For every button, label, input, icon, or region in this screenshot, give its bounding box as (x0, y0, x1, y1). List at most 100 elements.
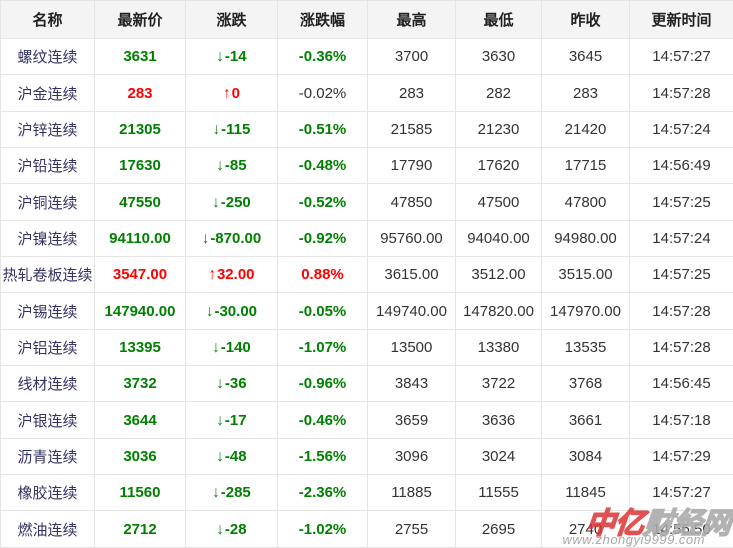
cell-low: 11555 (455, 474, 542, 512)
contract-name-link[interactable]: 线材连续 (17, 376, 78, 394)
table-row: 线材连续 3732 ↓-36 -0.96% 3843 3722 3768 14:56:45 (0, 365, 733, 403)
cell-last-price: 3631 (94, 37, 186, 76)
cell-change-percent: -1.02% (277, 510, 368, 548)
down-arrow-icon: ↓ (201, 229, 210, 248)
cell-update-time: 14:57:25 (629, 256, 733, 294)
cell-high: 95760.00 (367, 219, 456, 258)
contract-name-link[interactable]: 燃油连续 (17, 521, 78, 539)
cell-high: 283 (367, 74, 456, 112)
cell-update-time: 14:57:24 (629, 219, 733, 258)
cell-last-price: 3732 (94, 365, 186, 403)
contract-name-link[interactable]: 沪锡连续 (17, 303, 78, 321)
column-header-last: 最新价 (94, 0, 186, 39)
cell-update-time: 14:57:18 (629, 401, 733, 439)
cell-change-percent: -0.92% (277, 219, 368, 258)
column-header-high: 最高 (367, 0, 456, 39)
cell-change: ↓-870.00 (185, 219, 278, 258)
contract-name-link[interactable]: 沪金连续 (17, 85, 78, 103)
cell-change-percent: 0.88% (277, 256, 368, 294)
contract-name-link[interactable]: 沪铅连续 (17, 158, 78, 176)
cell-update-time: 14:57:28 (629, 328, 733, 367)
cell-low: 3636 (455, 401, 542, 439)
cell-change: ↓-28 (185, 510, 278, 548)
down-arrow-icon: ↓ (216, 47, 224, 66)
contract-name-link[interactable]: 沪铝连续 (17, 339, 78, 357)
down-arrow-icon: ↓ (212, 483, 220, 502)
cell-low: 3722 (455, 365, 542, 403)
cell-prev-close: 3084 (541, 437, 630, 476)
cell-high: 3659 (367, 401, 456, 439)
contract-name-link[interactable]: 沥青连续 (17, 448, 78, 466)
down-arrow-icon: ↓ (212, 338, 220, 357)
cell-prev-close: 21420 (541, 110, 630, 149)
cell-low: 3024 (455, 437, 542, 476)
table-row: 沪铜连续 47550 ↓-250 -0.52% 47850 47500 47800 14:57… (0, 183, 733, 221)
table-row: 燃油连续 2712 ↓-28 -1.02% 2755 2695 2740 14:56:50 (0, 510, 733, 548)
cell-contract-name: 线材连续 (0, 365, 95, 403)
cell-contract-name: 沪金连续 (0, 74, 95, 112)
cell-contract-name: 沥青连续 (0, 437, 95, 476)
table-row: 沪银连续 3644 ↓-17 -0.46% 3659 3636 3661 14:57:18 (0, 401, 733, 439)
cell-prev-close: 3645 (541, 37, 630, 76)
cell-high: 3615.00 (367, 256, 456, 294)
down-arrow-icon: ↓ (216, 411, 224, 430)
change-value: -48 (224, 447, 247, 465)
cell-last-price: 3644 (94, 401, 186, 439)
cell-low: 94040.00 (455, 219, 542, 258)
cell-high: 3700 (367, 37, 456, 76)
cell-contract-name: 沪锌连续 (0, 110, 95, 149)
cell-high: 3096 (367, 437, 456, 476)
cell-prev-close: 3768 (541, 365, 630, 403)
contract-name-link[interactable]: 螺纹连续 (17, 49, 78, 67)
cell-change-percent: -0.46% (277, 401, 368, 439)
table-row: 沪金连续 283 ↑0 -0.02% 283 282 283 14:57:28 (0, 74, 733, 112)
cell-last-price: 13395 (94, 328, 186, 367)
cell-last-price: 21305 (94, 110, 186, 149)
cell-change-percent: -1.07% (277, 328, 368, 367)
cell-low: 3512.00 (455, 256, 542, 294)
contract-name-link[interactable]: 沪镍连续 (17, 230, 78, 248)
cell-high: 2755 (367, 510, 456, 548)
cell-contract-name: 沪铜连续 (0, 183, 95, 221)
cell-change: ↓-115 (185, 110, 278, 149)
cell-change: ↓-30.00 (185, 292, 278, 330)
table-row: 沪锌连续 21305 ↓-115 -0.51% 21585 21230 21420 14:57… (0, 110, 733, 149)
cell-last-price: 147940.00 (94, 292, 186, 330)
cell-last-price: 17630 (94, 147, 186, 185)
contract-name-link[interactable]: 热轧卷板连续 (2, 267, 93, 285)
cell-change: ↓-14 (185, 37, 278, 76)
cell-change-percent: -0.52% (277, 183, 368, 221)
cell-contract-name: 燃油连续 (0, 510, 95, 548)
table-row: 沪铅连续 17630 ↓-85 -0.48% 17790 17620 17715 14:56:… (0, 147, 733, 185)
cell-last-price: 11560 (94, 474, 186, 512)
cell-prev-close: 17715 (541, 147, 630, 185)
cell-change: ↓-140 (185, 328, 278, 367)
cell-low: 13380 (455, 328, 542, 367)
cell-change-percent: -0.96% (277, 365, 368, 403)
cell-update-time: 14:56:45 (629, 365, 733, 403)
cell-update-time: 14:57:28 (629, 292, 733, 330)
down-arrow-icon: ↓ (216, 447, 224, 466)
cell-prev-close: 3661 (541, 401, 630, 439)
up-arrow-icon: ↑ (208, 265, 216, 284)
cell-change-percent: -0.51% (277, 110, 368, 149)
contract-name-link[interactable]: 沪锌连续 (17, 121, 78, 139)
contract-name-link[interactable]: 沪铜连续 (17, 194, 78, 212)
cell-change: ↑0 (185, 74, 278, 112)
cell-low: 21230 (455, 110, 542, 149)
table-row: 热轧卷板连续 3547.00 ↑32.00 0.88% 3615.00 3512.00 35… (0, 256, 733, 294)
cell-change: ↓-48 (185, 437, 278, 476)
contract-name-link[interactable]: 沪银连续 (17, 412, 78, 430)
cell-prev-close: 94980.00 (541, 219, 630, 258)
contract-name-link[interactable]: 橡胶连续 (17, 485, 78, 503)
cell-last-price: 47550 (94, 183, 186, 221)
cell-prev-close: 147970.00 (541, 292, 630, 330)
cell-high: 149740.00 (367, 292, 456, 330)
column-header-change: 涨跌 (185, 0, 278, 39)
change-value: -250 (220, 193, 251, 211)
table-row: 沪锡连续 147940.00 ↓-30.00 -0.05% 149740.00 14782… (0, 292, 733, 330)
table-row: 沪铝连续 13395 ↓-140 -1.07% 13500 13380 13535 14:57… (0, 328, 733, 367)
column-header-pct: 涨跌幅 (277, 0, 368, 39)
down-arrow-icon: ↓ (216, 156, 224, 175)
cell-low: 147820.00 (455, 292, 542, 330)
